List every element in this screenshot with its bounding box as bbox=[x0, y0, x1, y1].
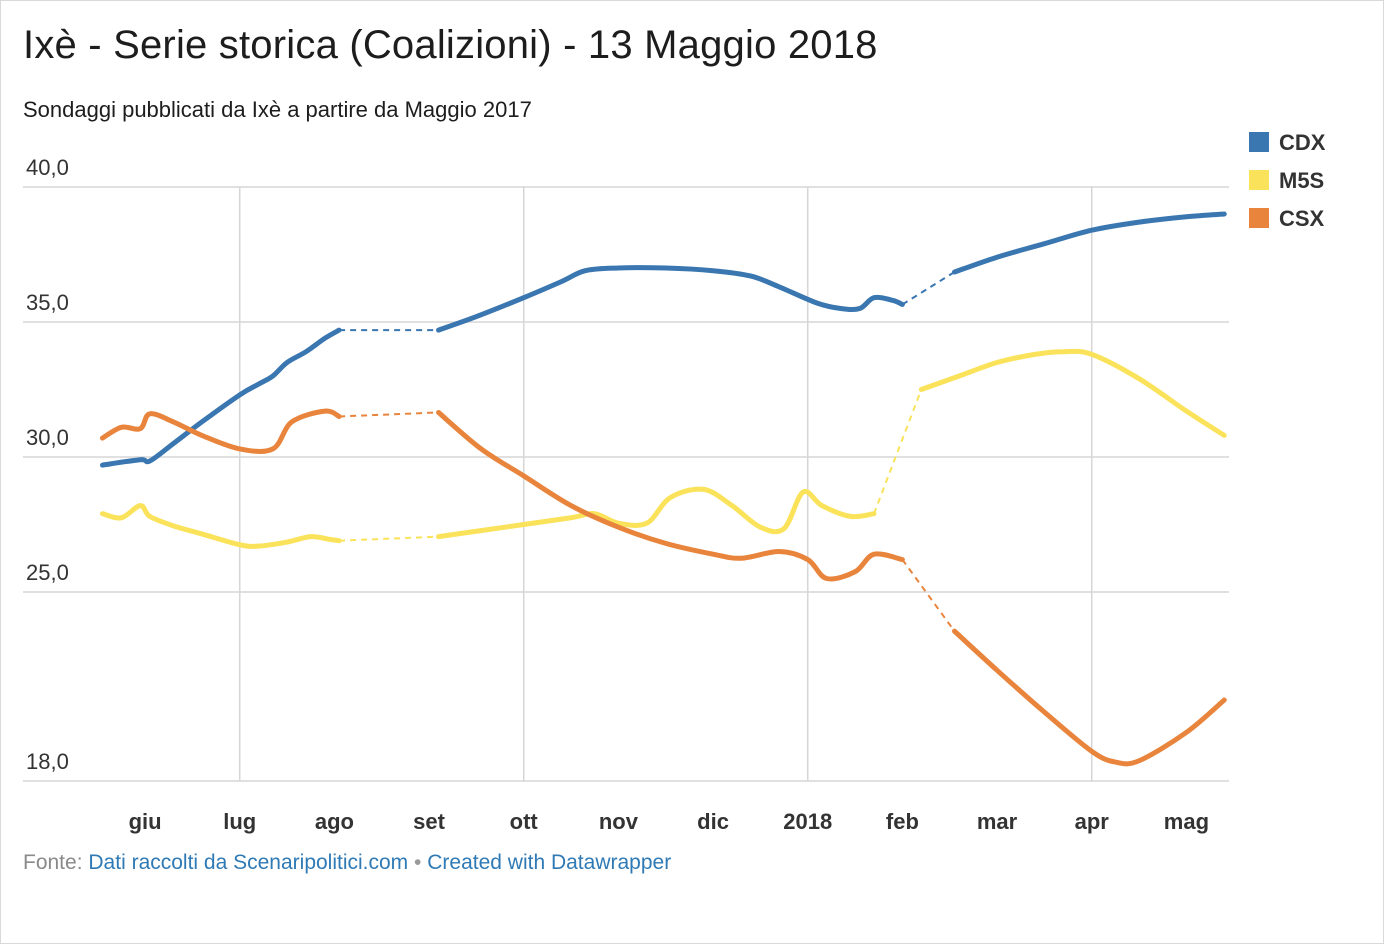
series-line-csx-dashed bbox=[339, 411, 439, 418]
axes: 40,0 35,0 30,0 25,0 18,0 giu lug ago set ott nov di… bbox=[26, 155, 1209, 834]
y-tick-label: 18,0 bbox=[26, 749, 69, 774]
x-tick-label: 2018 bbox=[783, 809, 832, 834]
x-tick-label: giu bbox=[129, 809, 162, 834]
series-line-m5s-solid bbox=[436, 486, 877, 540]
series-line-cdx-solid bbox=[99, 327, 342, 468]
footer: Fonte: Dati raccolti da Scenaripolitici.… bbox=[23, 851, 671, 875]
source-link[interactable]: Dati raccolti da Scenaripolitici.com bbox=[88, 851, 409, 874]
series-line-csx-dashed bbox=[901, 559, 956, 632]
x-tick-label: mag bbox=[1164, 809, 1209, 834]
legend-label-csx: CSX bbox=[1279, 206, 1325, 231]
x-tick-label: apr bbox=[1075, 809, 1110, 834]
legend-swatch-csx bbox=[1249, 208, 1269, 228]
x-tick-label: dic bbox=[697, 809, 729, 834]
series-line-cdx-solid bbox=[436, 265, 905, 333]
legend-swatch-cdx bbox=[1249, 132, 1269, 152]
x-tick-label: set bbox=[413, 809, 445, 834]
series-line-csx-solid bbox=[436, 409, 905, 582]
y-tick-label: 35,0 bbox=[26, 290, 69, 315]
x-tick-label: mar bbox=[977, 809, 1018, 834]
source-label: Fonte: bbox=[23, 851, 83, 874]
chart-title: Ixè - Serie storica (Coalizioni) - 13 Ma… bbox=[23, 23, 878, 67]
legend-label-m5s: M5S bbox=[1279, 168, 1324, 193]
series-lines bbox=[99, 211, 1227, 767]
x-tick-label: nov bbox=[599, 809, 639, 834]
footer-separator: • bbox=[414, 851, 422, 874]
legend-swatch-m5s bbox=[1249, 170, 1269, 190]
x-tick-label: lug bbox=[223, 809, 256, 834]
series-line-m5s-solid bbox=[99, 503, 342, 549]
series-line-cdx-solid bbox=[951, 211, 1227, 275]
series-line-m5s-dashed bbox=[873, 389, 923, 515]
x-tick-label: ago bbox=[315, 809, 354, 834]
series-line-m5s-solid bbox=[918, 348, 1227, 438]
y-tick-label: 25,0 bbox=[26, 560, 69, 585]
y-tick-label: 40,0 bbox=[26, 155, 69, 180]
series-line-csx-solid bbox=[951, 628, 1227, 767]
datawrapper-link[interactable]: Created with Datawrapper bbox=[427, 851, 672, 874]
series-line-cdx-dashed bbox=[901, 271, 955, 306]
series-line-m5s-dashed bbox=[339, 535, 439, 542]
chart-subtitle: Sondaggi pubblicati da Ixè a partire da … bbox=[23, 97, 532, 122]
y-tick-label: 30,0 bbox=[26, 425, 69, 450]
series-line-csx-solid bbox=[99, 408, 342, 454]
legend: CDX M5S CSX bbox=[1249, 130, 1326, 231]
x-tick-label: feb bbox=[886, 809, 919, 834]
grid bbox=[23, 186, 1229, 782]
legend-label-cdx: CDX bbox=[1279, 130, 1326, 155]
x-tick-label: ott bbox=[510, 809, 539, 834]
